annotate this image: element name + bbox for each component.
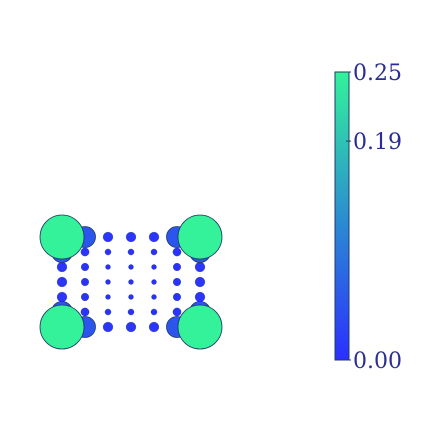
scatter-point	[151, 264, 157, 270]
scatter-point	[125, 231, 137, 243]
scatter-point	[173, 293, 181, 301]
scatter-point	[56, 291, 68, 303]
scatter-point	[39, 304, 85, 350]
colorbar-ticks: 0.00 0.19 0.25	[346, 61, 402, 374]
scatter-point	[104, 308, 112, 316]
scatter-point	[102, 231, 114, 243]
scatter-point	[104, 248, 112, 256]
scatter-point	[80, 247, 90, 257]
scatter-point	[125, 321, 137, 333]
colorbar-gradient	[334, 71, 350, 361]
colorbar-tick-label: 0.19	[353, 130, 402, 155]
scatter-point	[56, 261, 68, 273]
scatter-point	[194, 276, 206, 288]
scatter-point	[173, 278, 181, 286]
colorbar: 0.00 0.19 0.25	[334, 61, 402, 374]
scatter-point	[105, 264, 111, 270]
scatter-point	[148, 321, 160, 333]
scatter-point	[81, 293, 89, 301]
scatter-point	[128, 279, 134, 285]
scatter-markers	[39, 214, 223, 350]
scatter-point	[194, 261, 206, 273]
scatter-point	[150, 308, 158, 316]
scatter-point	[81, 263, 89, 271]
scatter-point	[128, 294, 134, 300]
scatter-point	[127, 308, 135, 316]
scatter-point	[127, 248, 135, 256]
scatter-point	[80, 307, 90, 317]
scatter-point	[173, 263, 181, 271]
scatter-point	[151, 294, 157, 300]
colorbar-tick-label: 0.25	[353, 61, 402, 86]
scatter-point	[128, 264, 134, 270]
scatter-point	[172, 247, 182, 257]
scatter-point	[177, 214, 223, 260]
scatter-point	[177, 304, 223, 350]
scatter-point	[39, 214, 85, 260]
scatter-point	[105, 279, 111, 285]
scatter-point	[56, 276, 68, 288]
scatter-point	[148, 231, 160, 243]
colorbar-tick-label: 0.00	[353, 349, 402, 374]
scatter-point	[194, 291, 206, 303]
scatter-point	[102, 321, 114, 333]
scatter-point	[81, 278, 89, 286]
scatter-point	[151, 279, 157, 285]
scatter-point	[150, 248, 158, 256]
scatter-point	[105, 294, 111, 300]
scatter-point	[172, 307, 182, 317]
